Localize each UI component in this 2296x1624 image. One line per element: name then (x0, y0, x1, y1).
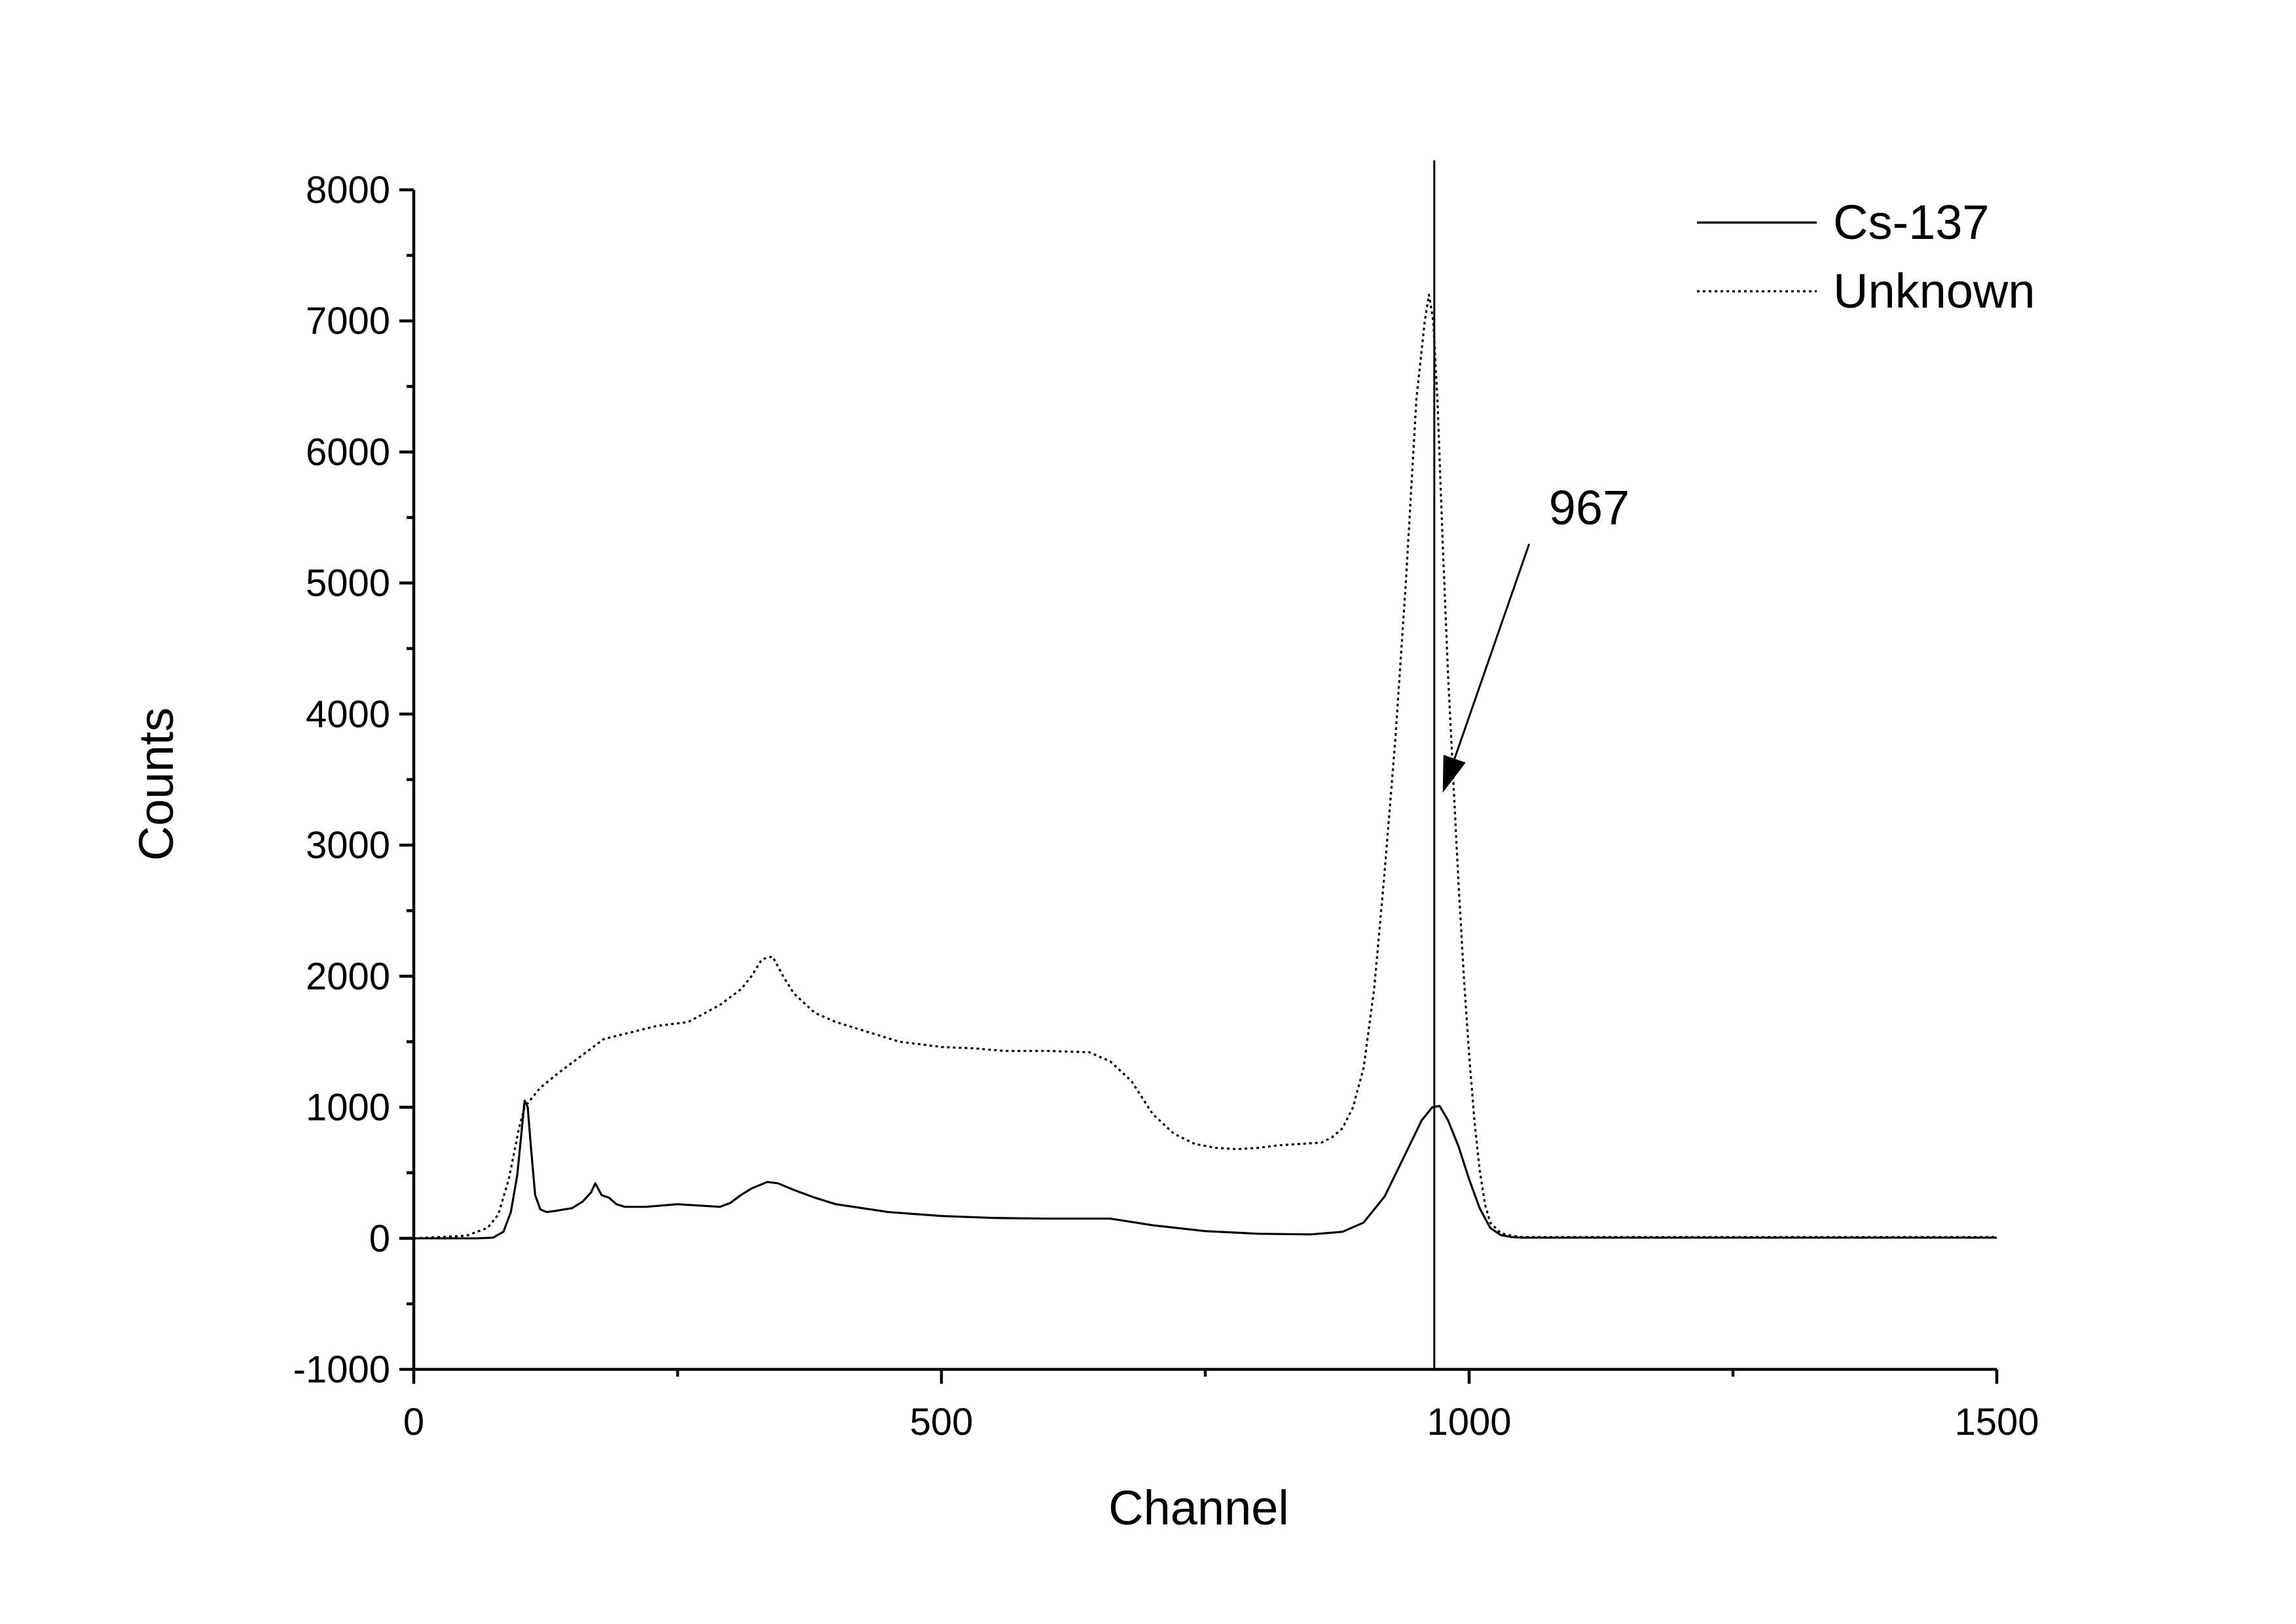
ticks: -1000 0 1000 2000 3000 4000 5000 6000 7000 8000 0 5… (293, 169, 2039, 1443)
y-tick-label: 3000 (306, 824, 390, 867)
y-tick-label: 1000 (306, 1087, 390, 1129)
series (413, 293, 1997, 1240)
legend-label: Unknown (1833, 264, 2035, 318)
y-tick-label: -1000 (293, 1348, 390, 1391)
annotation-arrow-line (1453, 543, 1531, 759)
y-tick-label: 2000 (306, 955, 390, 998)
series-cs-137 (414, 1099, 1997, 1240)
annotations: 967 (1433, 160, 1630, 1369)
y-tick-label: 7000 (306, 300, 390, 342)
annotation-arrowhead (1442, 755, 1466, 793)
y-tick-label: 4000 (306, 693, 390, 736)
y-tick-label: 8000 (306, 169, 390, 211)
axes (412, 190, 1997, 1371)
y-tick-label: 6000 (306, 431, 390, 473)
x-tick-label: 500 (910, 1401, 974, 1443)
legend: Cs-137 Unknown (1697, 195, 2035, 318)
series-unknown (413, 293, 1997, 1240)
x-axis-title: Channel (1108, 1481, 1289, 1535)
annotation-label: 967 (1549, 480, 1630, 535)
y-tick-label: 5000 (306, 562, 390, 605)
x-tick-label: 1000 (1427, 1401, 1511, 1443)
x-tick-label: 1500 (1954, 1401, 2039, 1443)
legend-label: Cs-137 (1833, 195, 1990, 249)
y-axis-title: Counts (129, 708, 183, 861)
y-tick-label: 0 (369, 1218, 390, 1260)
x-tick-label: 0 (403, 1401, 424, 1443)
